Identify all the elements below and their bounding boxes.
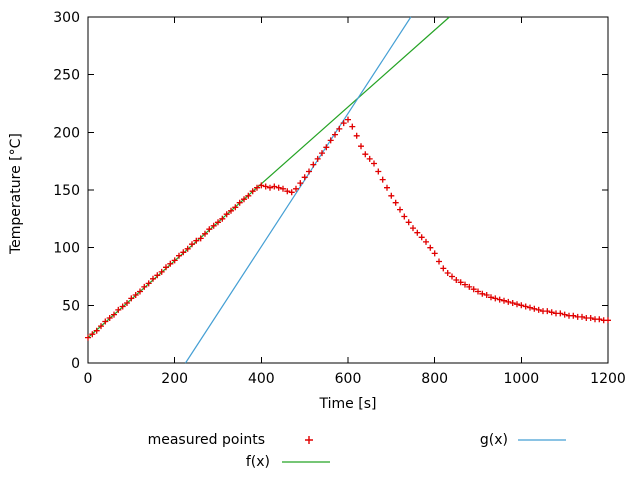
series-line-f(x) [87, 16, 450, 339]
legend-label-measured-points: measured points [147, 432, 265, 448]
x-tick-label: 1200 [590, 371, 626, 387]
y-tick-label: 50 [62, 298, 80, 314]
y-tick-label: 300 [53, 10, 80, 26]
y-axis-label: Temperature [°C] [8, 133, 24, 254]
plot-border [87, 16, 609, 364]
f-line-sample-icon [282, 461, 330, 463]
x-tick-label: 600 [335, 371, 362, 387]
x-axis-label: Time [s] [319, 396, 377, 412]
x-tick-label: 0 [84, 371, 93, 387]
y-tick-label: 150 [53, 183, 80, 199]
series-line-g(x) [184, 16, 412, 364]
y-tick-label: 250 [53, 68, 80, 84]
y-tick-label: 0 [71, 356, 80, 372]
legend-label-g: g(x) [479, 432, 508, 448]
x-tick-label: 400 [248, 371, 275, 387]
g-line-sample-icon [518, 439, 566, 441]
measured-points-marker-icon [305, 436, 313, 444]
x-tick-label: 800 [421, 371, 448, 387]
x-tick-label: 1000 [504, 371, 540, 387]
legend-label-f: f(x) [245, 454, 270, 470]
x-tick-label: 200 [161, 371, 188, 387]
y-tick-label: 200 [53, 125, 80, 141]
series-scatter-measured points [85, 116, 611, 341]
y-tick-label: 100 [53, 241, 80, 257]
